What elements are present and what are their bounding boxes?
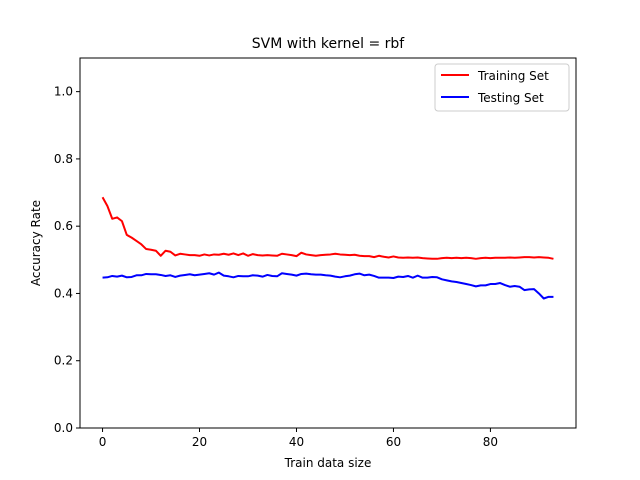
x-axis: 0 20 40 60 80: [99, 428, 498, 449]
y-tick-label: 0.4: [54, 286, 73, 300]
legend-label-training: Training Set: [477, 69, 549, 83]
plot-area-frame: [79, 57, 577, 429]
x-tick-label: 40: [289, 435, 304, 449]
x-axis-label: Train data size: [284, 456, 372, 470]
y-tick-label: 0.0: [54, 421, 73, 435]
legend: Training Set Testing Set: [434, 63, 570, 112]
x-tick-label: 60: [386, 435, 401, 449]
y-tick-label: 0.2: [54, 354, 73, 368]
series-line-testing: [102, 271, 554, 300]
x-tick-label: 20: [192, 435, 207, 449]
y-tick-label: 0.6: [54, 219, 73, 233]
x-tick-label: 80: [483, 435, 498, 449]
y-axis: 0.0 0.2 0.4 0.6 0.8 1.0: [54, 85, 80, 435]
y-tick-label: 0.8: [54, 152, 73, 166]
chart-title: SVM with kernel = rbf: [252, 36, 406, 52]
legend-label-testing: Testing Set: [477, 91, 544, 105]
x-tick-label: 0: [99, 435, 107, 449]
series-line-training: [101, 196, 554, 260]
y-tick-label: 1.0: [54, 85, 73, 99]
y-axis-label: Accuracy Rate: [29, 200, 43, 286]
series-layer: [101, 196, 554, 300]
